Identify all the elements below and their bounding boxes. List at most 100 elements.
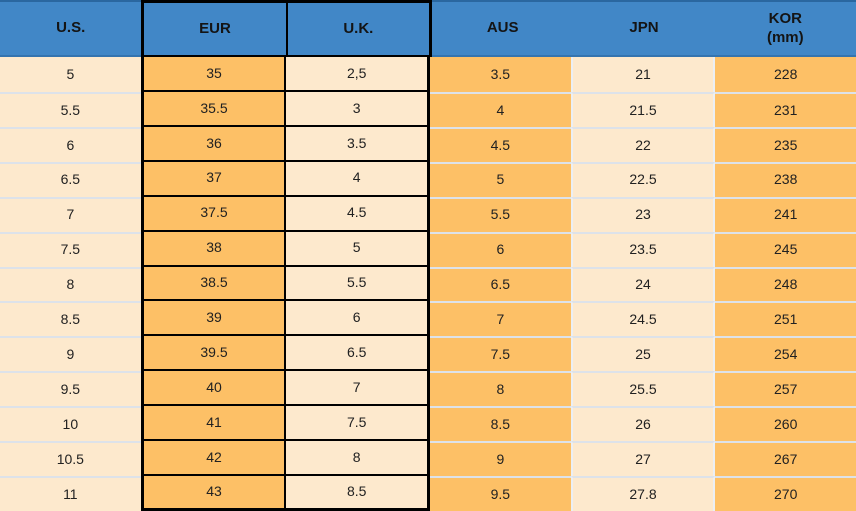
header-row: U.S. EUR U.K. AUS JPN KOR (mm) [0,0,856,57]
cell-eur: 37 [140,161,287,197]
cell-eur: 42 [140,441,287,477]
cell-kor: 235 [715,126,856,162]
cell-jpn: 27.8 [570,476,716,511]
cell-aus: 5 [430,161,571,197]
cell-aus: 8 [430,371,571,407]
cell-uk: 3 [286,91,431,127]
cell-jpn: 21.5 [570,91,716,127]
cell-eur: 35 [140,57,287,92]
table-row: 5 35 2,5 3.5 21 228 [0,57,856,92]
cell-us: 6 [0,126,141,162]
cell-kor: 238 [715,161,856,197]
cell-aus: 7 [430,301,571,337]
cell-us: 8 [0,266,141,302]
cell-jpn: 24.5 [570,301,716,337]
cell-jpn: 23.5 [570,231,716,267]
header-cell-us: U.S. [0,0,142,57]
cell-eur: 43 [140,476,287,511]
cell-aus: 3.5 [430,57,571,92]
cell-jpn: 24 [570,266,716,302]
cell-uk: 5 [286,231,431,267]
header-cell-aus: AUS [431,0,574,57]
cell-kor: 241 [715,196,856,232]
cell-us: 5 [0,57,141,92]
cell-us: 10.5 [0,441,141,477]
cell-eur: 37.5 [140,196,287,232]
cell-jpn: 23 [570,196,716,232]
cell-us: 7 [0,196,141,232]
cell-uk: 6.5 [286,336,431,372]
column-label-us: U.S. [56,19,86,37]
cell-us: 10 [0,406,141,442]
table-row: 7 37.5 4.5 5.5 23 241 [0,196,856,232]
table-row: 6 36 3.5 4.5 22 235 [0,126,856,162]
cell-aus: 9 [430,441,571,477]
cell-jpn: 25.5 [570,371,716,407]
cell-kor: 231 [715,91,856,127]
cell-jpn: 26 [570,406,716,442]
table-row: 10 41 7.5 8.5 26 260 [0,406,856,442]
cell-eur: 39.5 [140,336,287,372]
cell-aus: 9.5 [430,476,571,511]
cell-kor: 248 [715,266,856,302]
cell-uk: 7.5 [286,406,431,442]
cell-us: 9.5 [0,371,141,407]
header-cell-jpn: JPN [573,0,715,57]
cell-us: 9 [0,336,141,372]
cell-us: 11 [0,476,141,511]
cell-aus: 4 [430,91,571,127]
cell-us: 6.5 [0,161,141,197]
cell-kor: 267 [715,441,856,477]
header-cell-eur: EUR [141,0,288,57]
table-row: 5.5 35.5 3 4 21.5 231 [0,91,856,127]
cell-us: 5.5 [0,91,141,127]
cell-kor: 251 [715,301,856,337]
cell-us: 8.5 [0,301,141,337]
cell-eur: 39 [140,301,287,337]
cell-uk: 6 [286,301,431,337]
cell-us: 7.5 [0,231,141,267]
cell-jpn: 27 [570,441,716,477]
table-row: 11 43 8.5 9.5 27.8 270 [0,476,856,511]
column-label-aus: AUS [486,19,519,37]
cell-eur: 36 [140,126,287,162]
cell-uk: 8.5 [286,476,431,511]
cell-uk: 4.5 [286,196,431,232]
cell-jpn: 22 [570,126,716,162]
header-cell-uk: U.K. [287,0,432,57]
cell-eur: 38 [140,231,287,267]
cell-uk: 5.5 [286,266,431,302]
cell-eur: 41 [140,406,287,442]
cell-kor: 228 [715,57,856,92]
cell-uk: 4 [286,161,431,197]
cell-aus: 4.5 [430,126,571,162]
cell-uk: 8 [286,441,431,477]
column-label-jpn: JPN [629,19,659,37]
cell-jpn: 25 [570,336,716,372]
cell-kor: 260 [715,406,856,442]
table-row: 8 38.5 5.5 6.5 24 248 [0,266,856,302]
cell-aus: 7.5 [430,336,571,372]
column-label-kor: KOR [768,9,802,27]
table-row: 7.5 38 5 6 23.5 245 [0,231,856,267]
table-row: 9 39.5 6.5 7.5 25 254 [0,336,856,372]
cell-kor: 270 [715,476,856,511]
cell-aus: 5.5 [430,196,571,232]
cell-eur: 40 [140,371,287,407]
cell-uk: 7 [286,371,431,407]
cell-uk: 2,5 [286,57,431,92]
cell-eur: 38.5 [140,266,287,302]
cell-kor: 245 [715,231,856,267]
header-cell-kor: KOR (mm) [714,0,856,57]
cell-jpn: 21 [570,57,716,92]
cell-kor: 254 [715,336,856,372]
cell-eur: 35.5 [140,91,287,127]
cell-jpn: 22.5 [570,161,716,197]
cell-aus: 8.5 [430,406,571,442]
column-label-uk: U.K. [343,19,374,37]
table-row: 10.5 42 8 9 27 267 [0,441,856,477]
cell-aus: 6 [430,231,571,267]
cell-aus: 6.5 [430,266,571,302]
table-row: 8.5 39 6 7 24.5 251 [0,301,856,337]
